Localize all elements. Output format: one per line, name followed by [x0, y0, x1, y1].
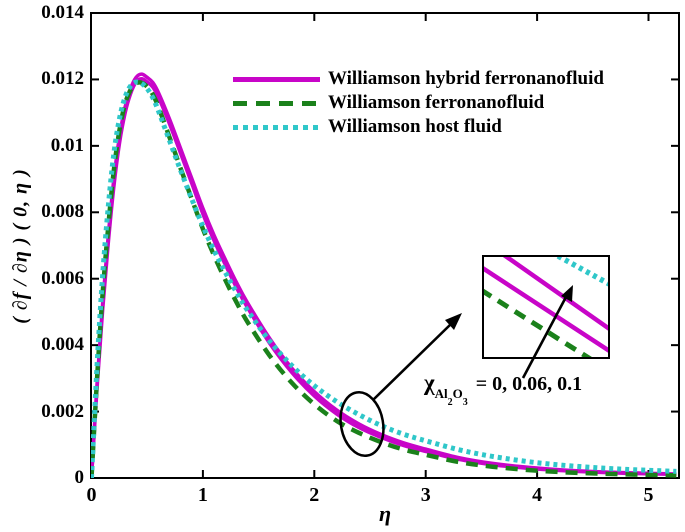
legend-label: Williamson host fluid: [328, 116, 502, 137]
inset-curve-segment: [483, 288, 594, 358]
chi-subscript-o: O: [452, 386, 463, 401]
chi-symbol: χ: [424, 370, 435, 395]
legend-label: Williamson hybrid ferronanofluid: [328, 68, 604, 89]
callout-arrow: [372, 313, 462, 401]
legend-line-dotted-cyan: [233, 124, 320, 130]
legend-item-ferronanofluid: Williamson ferronanofluid: [233, 91, 604, 115]
legend: Williamson hybrid ferronanofluid William…: [233, 67, 604, 139]
chi-values: = 0, 0.06, 0.1: [475, 373, 583, 395]
chi-subscript-3: 3: [462, 397, 468, 408]
curve-williamson-host-fluid: [91, 79, 677, 478]
legend-item-host-fluid: Williamson host fluid: [233, 115, 604, 139]
chi-subscript-2: 2: [447, 397, 453, 408]
highlight-ellipse: [339, 391, 385, 457]
chi-subscript-al: Al: [434, 386, 448, 401]
inset-curve-segment: [556, 256, 609, 288]
legend-line-solid-magenta: [233, 76, 320, 82]
legend-line-dashed-green: [233, 100, 320, 106]
annotation-arrow: [521, 285, 573, 379]
legend-label: Williamson ferronanofluid: [328, 92, 545, 113]
axes-box: [90, 12, 680, 479]
legend-item-hybrid-ferronanofluid: Williamson hybrid ferronanofluid: [233, 67, 604, 91]
inset-curve-segment: [502, 256, 609, 332]
curves: [91, 72, 677, 478]
chi-annotation: χAl2O3 = 0, 0.06, 0.1: [424, 370, 583, 408]
curve-williamson-ferronanofluid: [91, 80, 677, 478]
inset-curve-segment: [483, 265, 609, 354]
inset-zoom-box: [482, 255, 610, 359]
